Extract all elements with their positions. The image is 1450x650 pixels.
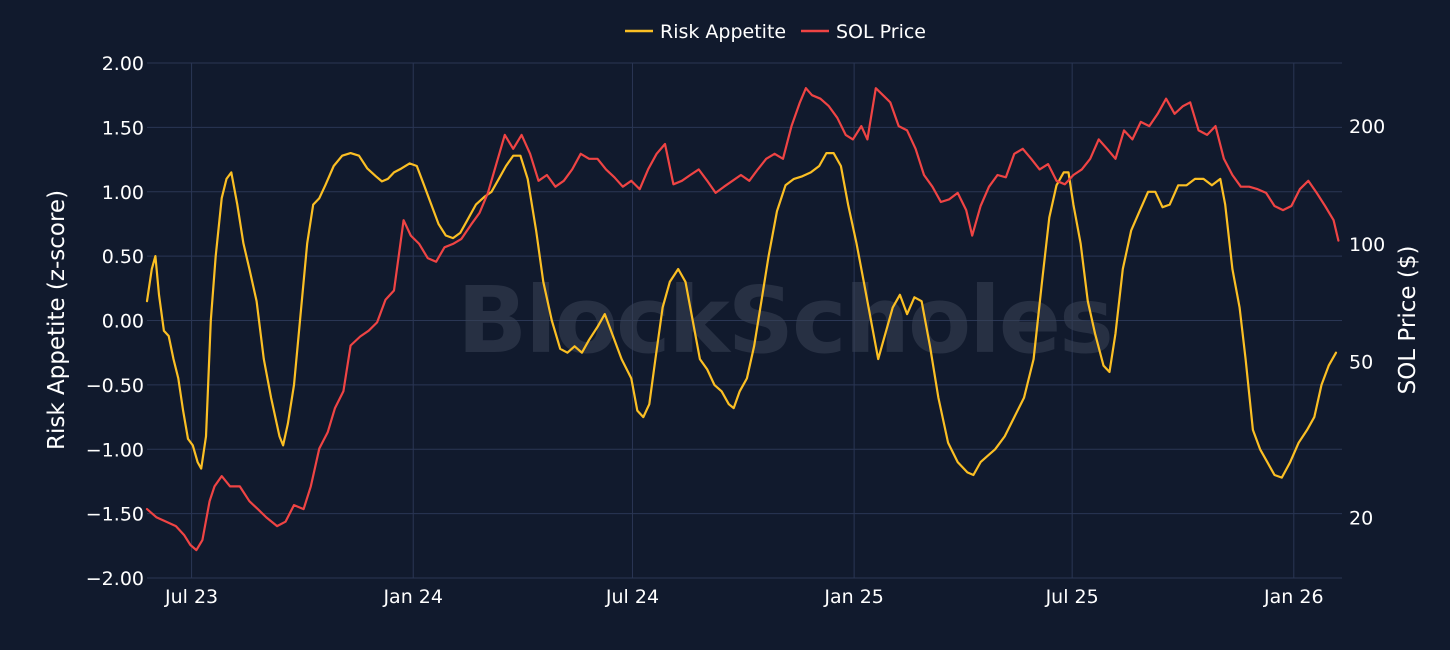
y-axis-left-title: Risk Appetite (z-score) — [44, 190, 70, 450]
y-left-tick-label: 1.00 — [102, 182, 144, 204]
x-tick-label: Jan 25 — [823, 586, 884, 608]
y-right-tick-label: 100 — [1349, 234, 1385, 256]
y-left-tick-label: 1.50 — [102, 117, 144, 139]
left-axis-ticks: 2.00 1.50 1.00 0.50 0.00 −0.50 −1.00 −1.50 −2.00 — [86, 53, 144, 590]
right-axis-ticks: 200 100 50 20 — [1349, 116, 1385, 529]
y-axis-right-title: SOL Price ($) — [1395, 246, 1421, 395]
y-left-tick-label: 0.00 — [102, 311, 144, 333]
x-tick-label: Jul 24 — [605, 586, 659, 608]
x-axis-ticks: Jul 23 Jan 24 Jul 24 Jan 25 Jul 25 Jan 26 — [164, 586, 1324, 608]
legend[interactable]: Risk Appetite SOL Price — [625, 21, 926, 43]
x-tick-label: Jul 23 — [164, 586, 218, 608]
y-right-tick-label: 50 — [1349, 352, 1373, 374]
y-left-tick-label: −1.50 — [86, 504, 144, 526]
x-tick-label: Jul 25 — [1045, 586, 1099, 608]
y-left-tick-label: −1.00 — [86, 439, 144, 461]
risk-appetite-line — [145, 152, 1338, 479]
y-left-tick-label: −0.50 — [86, 375, 144, 397]
x-tick-label: Jan 24 — [382, 586, 443, 608]
y-right-tick-label: 200 — [1349, 116, 1385, 138]
sol-price-line — [145, 87, 1340, 552]
legend-item-risk-appetite[interactable]: Risk Appetite — [625, 21, 786, 43]
legend-item-sol-price[interactable]: SOL Price — [801, 21, 926, 43]
legend-label: Risk Appetite — [660, 21, 786, 43]
y-right-tick-label: 20 — [1349, 507, 1373, 529]
watermark-text: BlockScholes — [457, 267, 1112, 374]
x-tick-label: Jan 26 — [1263, 586, 1324, 608]
y-left-tick-label: 2.00 — [102, 53, 144, 75]
y-left-tick-label: −2.00 — [86, 568, 144, 590]
series-layer — [145, 87, 1340, 552]
legend-label: SOL Price — [836, 21, 926, 43]
y-left-tick-label: 0.50 — [102, 246, 144, 268]
